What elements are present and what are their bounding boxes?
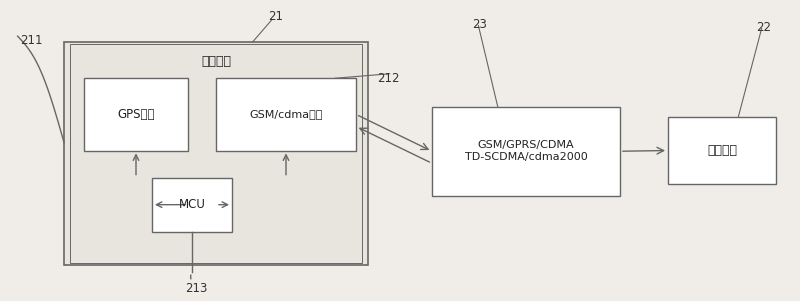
- Bar: [432, 107, 620, 196]
- Bar: [70, 44, 362, 263]
- Text: 212: 212: [377, 72, 399, 85]
- Bar: [84, 78, 188, 150]
- Text: 23: 23: [473, 17, 487, 31]
- Text: 211: 211: [20, 34, 42, 47]
- Text: 车载终端: 车载终端: [201, 55, 231, 68]
- Bar: [64, 42, 368, 265]
- Text: MCU: MCU: [178, 198, 206, 211]
- Text: GSM/GPRS/CDMA
TD-SCDMA/cdma2000: GSM/GPRS/CDMA TD-SCDMA/cdma2000: [465, 141, 587, 162]
- Text: GPS模块: GPS模块: [118, 108, 154, 121]
- Text: GSM/cdma模块: GSM/cdma模块: [250, 109, 322, 119]
- Text: 监控中心: 监控中心: [707, 144, 737, 157]
- Text: 21: 21: [269, 10, 283, 23]
- Bar: [216, 78, 356, 150]
- Text: 213: 213: [185, 282, 207, 296]
- Text: 22: 22: [757, 20, 771, 34]
- Bar: [152, 178, 232, 232]
- Bar: [668, 117, 776, 184]
